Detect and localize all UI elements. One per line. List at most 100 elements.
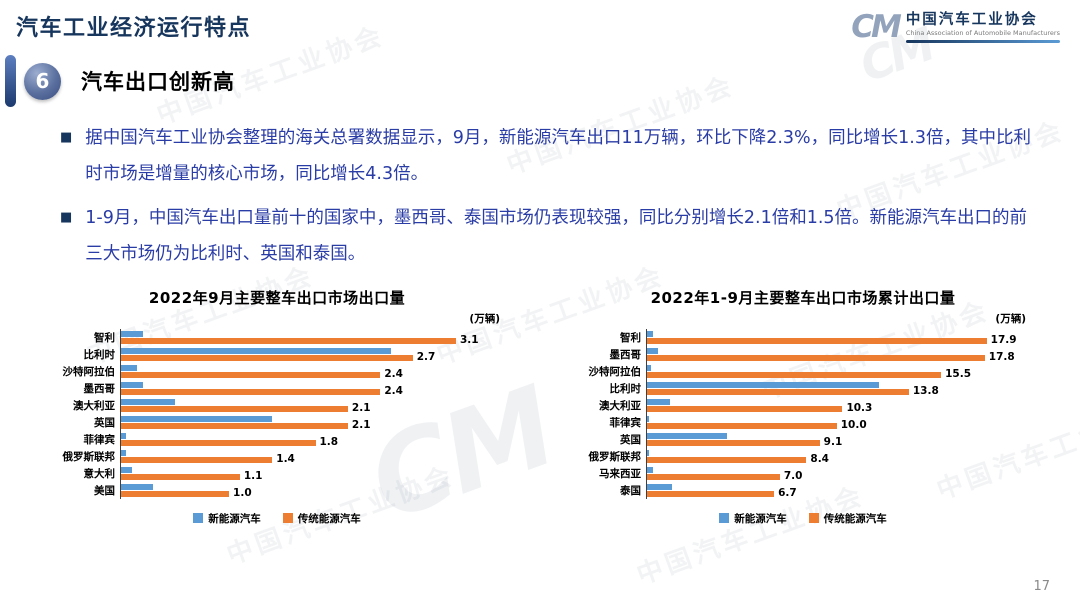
bullet-item: ■ 据中国汽车工业协会整理的海关总署数据显示，9月，新能源汽车出口11万辆，环比…	[60, 121, 1038, 193]
category-label: 俄罗斯联邦	[588, 450, 642, 463]
bar-ice	[647, 337, 987, 344]
category-label: 美国	[94, 484, 115, 497]
chart-september-export-volume: 2022年9月主要整车出口市场出口量 (万辆) 智利 比利时 沙特阿拉伯 墨西哥 澳大利…	[44, 287, 510, 526]
bar-group: 15.5	[647, 363, 1036, 380]
legend-label: 新能源汽车	[208, 512, 261, 525]
chart-title: 2022年1-9月主要整车出口市场累计出口量	[650, 288, 956, 307]
category-label: 泰国	[620, 484, 641, 497]
bar-ice	[121, 337, 456, 344]
bar-nev	[121, 330, 143, 337]
value-label: 1.1	[243, 470, 263, 483]
bar-group: 2.1	[121, 397, 510, 414]
bar-ice	[121, 422, 348, 429]
legend-swatch	[193, 513, 204, 523]
value-label: 17.9	[990, 334, 1017, 347]
bar-group: 2.4	[121, 380, 510, 397]
bar-nev	[647, 466, 653, 473]
legend-label: 新能源汽车	[734, 512, 787, 525]
bar-ice	[121, 490, 230, 497]
legend-swatch	[808, 513, 819, 523]
bar-nev	[647, 449, 649, 456]
logo-text: 中国汽车工业协会 China Association of Automobile…	[905, 12, 1060, 43]
bar-nev	[121, 432, 127, 439]
bar-ice	[647, 388, 909, 395]
chart-legend: 新能源汽车 传统能源汽车	[570, 511, 1036, 526]
category-label: 墨西哥	[609, 348, 642, 361]
category-label: 比利时	[609, 382, 642, 395]
bar-group: 2.1	[121, 414, 510, 431]
legend-swatch	[282, 513, 293, 523]
legend-item: 新能源汽车	[193, 511, 261, 526]
bar-nev	[647, 415, 649, 422]
org-logo: CM 中国汽车工业协会 China Association of Automob…	[851, 12, 1060, 43]
charts-row: 2022年9月主要整车出口市场出口量 (万辆) 智利 比利时 沙特阿拉伯 墨西哥 澳大利…	[0, 287, 1080, 526]
chart-unit-label: (万辆)	[469, 312, 500, 325]
bar-nev	[121, 449, 127, 456]
bar-ice	[121, 439, 316, 446]
category-label: 智利	[94, 331, 115, 344]
category-label: 沙特阿拉伯	[62, 365, 116, 378]
bar-group: 1.0	[121, 482, 510, 499]
logo-name-en: China Association of Automobile Manufact…	[905, 29, 1060, 38]
chart-plot: 智利 比利时 沙特阿拉伯 墨西哥 澳大利亚 英国 菲律宾 俄罗斯联邦 意大利 美国 3.1 2.7 2.…	[44, 328, 510, 499]
bullet-marker-icon: ■	[60, 130, 73, 145]
cam-logo-icon: CM	[851, 9, 902, 45]
category-label: 意大利	[83, 467, 116, 480]
bar-ice	[121, 388, 381, 395]
bar-group: 10.0	[647, 414, 1036, 431]
bar-nev	[121, 483, 154, 490]
section-accent-bar	[5, 55, 16, 107]
logo-name-cn: 中国汽车工业协会	[905, 12, 1038, 29]
bar-nev	[121, 347, 392, 354]
category-label: 澳大利亚	[73, 399, 115, 412]
bar-group: 17.9	[647, 329, 1036, 346]
chart-unit-label: (万辆)	[995, 312, 1026, 325]
chart-cumulative-export-volume: 2022年1-9月主要整车出口市场累计出口量 (万辆) 智利墨西哥沙特阿拉伯比利…	[570, 287, 1036, 526]
category-label: 英国	[620, 433, 641, 446]
category-label: 沙特阿拉伯	[588, 365, 642, 378]
value-label: 2.1	[351, 402, 371, 415]
value-label: 1.0	[233, 487, 252, 500]
bar-ice	[121, 371, 381, 378]
bar-ice	[121, 405, 348, 412]
bar-ice	[647, 490, 775, 497]
bar-nev	[647, 381, 879, 388]
bar-ice	[647, 405, 843, 412]
legend-label: 传统能源汽车	[297, 512, 361, 525]
legend-item: 新能源汽车	[719, 511, 787, 526]
bullet-item: ■ 1-9月，中国汽车出口量前十的国家中，墨西哥、泰国市场仍表现较强，同比分别增…	[60, 201, 1038, 273]
bar-nev	[121, 364, 138, 371]
value-label: 2.1	[351, 419, 371, 432]
section-number-badge: 6	[24, 62, 61, 100]
page-number: 17	[1033, 579, 1050, 594]
bar-group: 7.0	[647, 465, 1036, 482]
value-label: 10.0	[840, 419, 867, 432]
bar-group: 1.4	[121, 448, 510, 465]
bar-group: 10.3	[647, 397, 1036, 414]
bar-ice	[647, 456, 807, 463]
bar-nev	[121, 466, 132, 473]
bar-ice	[647, 354, 985, 361]
value-label: 2.7	[416, 351, 436, 364]
category-label: 智利	[620, 331, 641, 344]
value-label: 1.4	[276, 453, 295, 466]
category-label: 澳大利亚	[599, 399, 641, 412]
value-label: 13.8	[912, 385, 939, 398]
bar-nev	[647, 364, 651, 371]
bar-nev	[647, 483, 672, 490]
bar-group: 13.8	[647, 380, 1036, 397]
bullet-list: ■ 据中国汽车工业协会整理的海关总署数据显示，9月，新能源汽车出口11万辆，环比…	[60, 121, 1038, 273]
bar-ice	[121, 456, 273, 463]
bar-ice	[647, 371, 942, 378]
category-label: 英国	[94, 416, 115, 429]
value-label: 8.4	[810, 453, 829, 466]
category-label: 菲律宾	[609, 416, 642, 429]
section-title: 汽车出口创新高	[81, 70, 235, 94]
section-header: 6 汽车出口创新高	[0, 55, 1080, 107]
bar-ice	[121, 473, 240, 480]
value-label: 3.1	[459, 334, 479, 347]
value-label: 7.0	[783, 470, 803, 483]
bullet-text: 1-9月，中国汽车出口量前十的国家中，墨西哥、泰国市场仍表现较强，同比分别增长2…	[85, 207, 1028, 264]
header: 汽车工业经济运行特点 CM 中国汽车工业协会 China Association…	[0, 0, 1080, 43]
